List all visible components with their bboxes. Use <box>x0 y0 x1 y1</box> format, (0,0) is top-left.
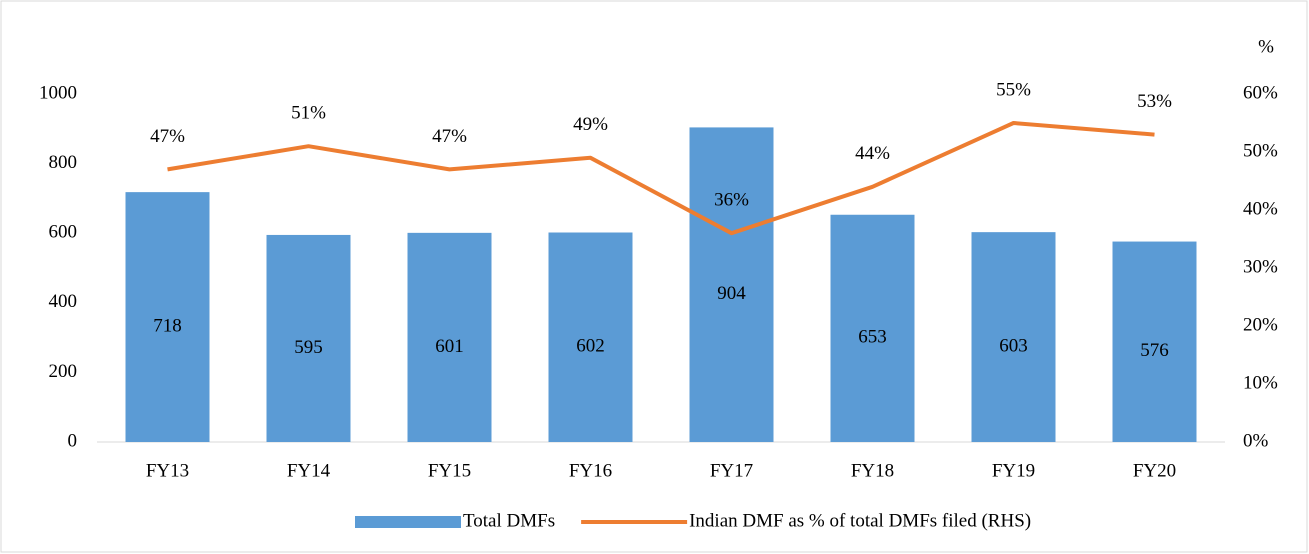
bar-value-label: 718 <box>153 315 182 336</box>
bar-value-label: 653 <box>858 327 887 348</box>
x-tick-label: FY20 <box>1133 460 1176 481</box>
legend-swatch <box>355 516 461 528</box>
y2-tick-label: 50% <box>1243 140 1278 161</box>
legend-label: Indian DMF as % of total DMFs filed (RHS… <box>689 510 1031 531</box>
bar-value-label: 904 <box>717 283 746 304</box>
y-tick-label: 0 <box>68 430 78 451</box>
y2-tick-label: 30% <box>1243 256 1278 277</box>
bar <box>830 214 915 442</box>
line-value-label: 49% <box>573 114 608 135</box>
line-value-label: 47% <box>150 126 185 147</box>
bar-value-label: 595 <box>294 337 323 358</box>
bar <box>266 234 351 442</box>
x-tick-label: FY15 <box>428 460 471 481</box>
bar <box>971 232 1056 442</box>
line-value-label: 51% <box>291 103 326 124</box>
bar <box>689 127 774 443</box>
bar-value-label: 576 <box>1140 340 1169 361</box>
line-value-label: 36% <box>714 190 749 211</box>
line-value-label: 47% <box>432 126 467 147</box>
y-tick-label: 800 <box>49 152 78 173</box>
bar <box>407 232 492 442</box>
x-tick-label: FY18 <box>851 460 894 481</box>
y-tick-label: 400 <box>49 291 78 312</box>
x-tick-label: FY14 <box>287 460 331 481</box>
x-tick-label: FY17 <box>710 460 753 481</box>
bar-value-label: 602 <box>576 336 605 357</box>
bar <box>1112 241 1197 442</box>
x-tick-label: FY16 <box>569 460 612 481</box>
y-tick-label: 1000 <box>39 82 77 103</box>
line-value-label: 44% <box>855 143 890 164</box>
bar <box>125 192 210 442</box>
bar-value-label: 601 <box>435 336 464 357</box>
line-value-label: 55% <box>996 79 1031 100</box>
line <box>167 121 1155 236</box>
bar <box>548 232 633 442</box>
bar-value-label: 603 <box>999 335 1028 356</box>
y2-tick-label: 10% <box>1243 372 1278 393</box>
y2-tick-label: 40% <box>1243 198 1278 219</box>
line-value-label: 53% <box>1137 91 1172 112</box>
y-tick-label: 600 <box>49 222 78 243</box>
x-tick-label: FY19 <box>992 460 1035 481</box>
y-tick-label: 200 <box>49 361 78 382</box>
x-tick-label: FY13 <box>146 460 189 481</box>
y2-axis-label: % <box>1258 36 1274 57</box>
y2-tick-label: 0% <box>1243 430 1269 451</box>
y2-tick-label: 20% <box>1243 314 1278 335</box>
y2-tick-label: 60% <box>1243 82 1278 103</box>
legend-label: Total DMFs <box>463 510 555 531</box>
